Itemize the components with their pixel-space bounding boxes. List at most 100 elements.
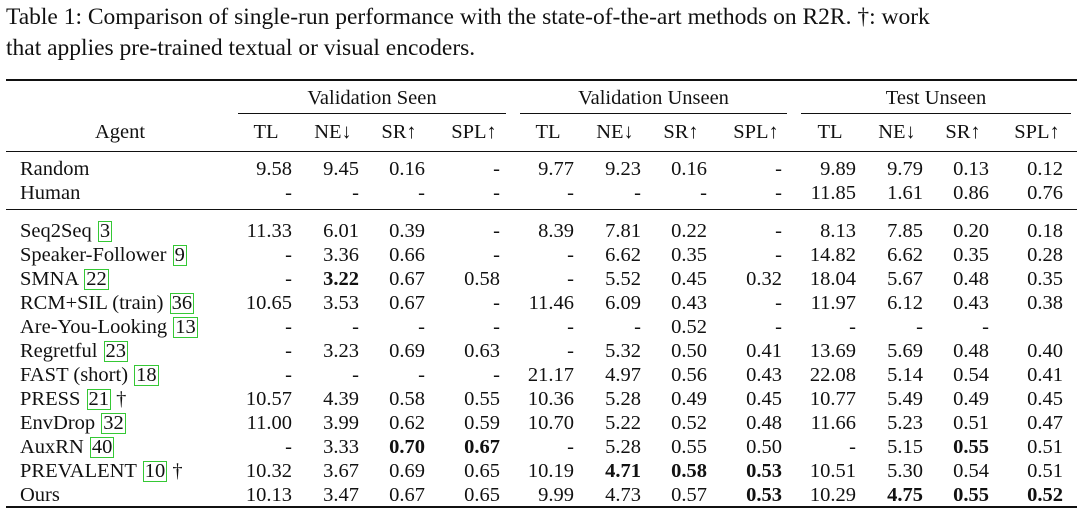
table-cell: 0.62 [389,412,425,434]
metric-header: NE↓ [878,121,916,143]
citation-link[interactable]: 36 [169,292,195,314]
table-cell: 0.53 [746,484,782,506]
table-cell: 14.82 [809,244,856,266]
table-cell: - [493,292,500,314]
table-cell: - [493,220,500,242]
table-cell: 4.75 [887,484,923,506]
table-cell: 10.65 [245,292,292,314]
agent-label: RCM+SIL (train) [20,292,164,314]
table-cell: 0.45 [746,388,782,410]
table-cell: 6.62 [605,244,641,266]
table-cell: - [775,220,782,242]
table-cell: - [418,364,425,386]
table-cell: 0.43 [953,292,989,314]
table-cell: 9.58 [256,158,292,180]
table-cell: 11.66 [810,412,856,434]
table-cell: 0.45 [1027,388,1063,410]
agent-name: SMNA 22 [20,267,109,291]
metric-header: NE↓ [596,121,634,143]
table-cell: - [493,316,500,338]
table-cell: - [700,182,707,204]
table-cell: 10.29 [809,484,856,506]
table-cell: 3.23 [323,340,359,362]
table-cell: 0.63 [464,340,500,362]
citation-link[interactable]: 10 [142,460,168,482]
metric-header: SPL↑ [1014,121,1060,143]
table-cell: 6.01 [323,220,359,242]
metric-header: SR↑ [945,121,981,143]
agent-name: EnvDrop 32 [20,411,126,435]
table-cell: 0.55 [671,436,707,458]
table-cell: 0.58 [671,460,707,482]
table-cell: 11.97 [810,292,856,314]
table-cell: 11.46 [528,292,574,314]
table-cell: 0.48 [746,412,782,434]
table-cell: 9.45 [323,158,359,180]
table-cell: 0.16 [389,158,425,180]
citation-link[interactable]: 9 [172,244,187,266]
table-cell: 0.16 [671,158,707,180]
table-cell: 0.50 [671,340,707,362]
table-cell: 0.67 [389,292,425,314]
agent-name: Speaker-Follower 9 [20,243,187,267]
table-cell: 0.66 [389,244,425,266]
table-cell: - [634,182,641,204]
table-cell: 9.77 [538,158,574,180]
table-cell: 0.55 [953,484,989,506]
table-cell: 0.41 [1027,364,1063,386]
agent-label: Regretful [20,340,98,362]
agent-name: FAST (short) 18 [20,363,159,387]
table-cell: 3.36 [323,244,359,266]
table-cell: 0.49 [671,388,707,410]
group-header: Test Unseen [885,87,987,109]
table-cell: 4.73 [605,484,641,506]
table-cell: - [775,316,782,338]
table-cell: 0.43 [746,364,782,386]
group-header: Validation Seen [307,87,437,109]
table-cell: 9.89 [820,158,856,180]
agent-name: RCM+SIL (train) 36 [20,291,195,315]
table-cell: 11.85 [810,182,856,204]
table-cell: 0.52 [671,412,707,434]
table-cell: 0.47 [1027,412,1063,434]
group-underline [520,113,787,114]
citation-link[interactable]: 3 [97,220,113,242]
table-cell: - [493,244,500,266]
table-cell: - [567,340,574,362]
agent-label: PRESS [20,388,81,410]
table-cell: 0.39 [389,220,425,242]
citation-link[interactable]: 40 [89,436,115,458]
table-cell: 5.49 [887,388,923,410]
table-cell: 4.39 [323,388,359,410]
citation-link[interactable]: 13 [173,316,198,338]
agent-name: Regretful 23 [20,339,129,363]
citation-link[interactable]: 21 [86,388,112,410]
table-cell: 0.59 [464,412,500,434]
metric-header: SR↑ [663,121,699,143]
table-cell: 0.12 [1027,158,1063,180]
table-cell: 1.61 [887,182,923,204]
table-cell: 0.38 [1027,292,1063,314]
agent-name: Human [20,181,80,205]
table-cell: 0.54 [953,364,989,386]
table-cell: - [285,364,292,386]
table-cell: - [418,316,425,338]
group-underline [801,113,1071,114]
table-cell: - [775,158,782,180]
table-cell: 22.08 [809,364,856,386]
agent-label: Speaker-Follower [20,244,167,266]
table-cell: 4.97 [605,364,641,386]
citation-link[interactable]: 18 [134,364,159,386]
metric-header: TL [535,121,561,143]
table-cell: 0.50 [746,436,782,458]
table-cell: 0.67 [389,484,425,506]
table-cell: 5.22 [605,412,641,434]
citation-link[interactable]: 22 [84,268,109,290]
table-cell: 10.36 [527,388,574,410]
table-cell: 3.47 [323,484,359,506]
table-cell: 0.55 [464,388,500,410]
citation-link[interactable]: 23 [103,340,129,362]
table-cell: - [285,268,292,290]
table-cell: - [567,316,574,338]
citation-link[interactable]: 32 [101,412,126,434]
